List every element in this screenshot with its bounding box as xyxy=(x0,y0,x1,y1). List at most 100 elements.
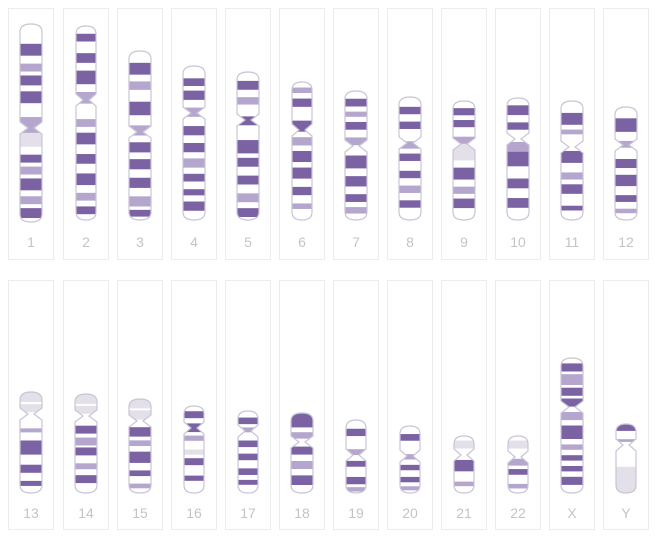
band xyxy=(346,460,366,467)
band xyxy=(400,464,420,471)
band xyxy=(20,392,42,403)
band xyxy=(237,80,259,90)
chromosome-label-2: 2 xyxy=(82,234,90,250)
chromosome-label-14: 14 xyxy=(78,505,94,521)
band xyxy=(291,446,313,455)
chromosome-outline xyxy=(453,435,475,494)
band xyxy=(507,178,529,189)
band xyxy=(129,440,151,446)
band xyxy=(400,434,420,441)
chromosome-label-3: 3 xyxy=(136,234,144,250)
band xyxy=(453,136,475,144)
band xyxy=(453,120,475,128)
band xyxy=(453,186,475,194)
band xyxy=(129,209,151,217)
band xyxy=(20,154,42,163)
chromosome-label-15: 15 xyxy=(132,505,148,521)
chromosome-outline xyxy=(74,393,98,494)
band xyxy=(292,186,312,196)
band xyxy=(399,200,421,208)
band xyxy=(20,63,42,72)
chromosome-label-19: 19 xyxy=(348,505,364,521)
band xyxy=(399,106,421,115)
chromosome-outline xyxy=(19,23,43,223)
chromosome-label-8: 8 xyxy=(406,234,414,250)
chromosome-outline xyxy=(291,81,313,221)
band xyxy=(292,137,312,146)
band xyxy=(399,153,421,161)
band xyxy=(615,195,637,202)
band xyxy=(237,157,259,167)
band xyxy=(129,470,151,477)
band xyxy=(20,178,42,191)
chromosome-panel-5 xyxy=(225,8,271,260)
band xyxy=(184,449,204,455)
band xyxy=(238,453,258,461)
band xyxy=(129,81,151,90)
band xyxy=(76,173,96,186)
band xyxy=(400,476,420,483)
chromosome-outline xyxy=(128,398,152,494)
band xyxy=(507,105,529,116)
band xyxy=(183,126,205,136)
chromosome-outline xyxy=(507,435,529,494)
band xyxy=(20,440,42,455)
chromosome-outline xyxy=(290,412,314,494)
band xyxy=(615,174,637,187)
chromosome-label-18: 18 xyxy=(294,505,310,521)
chromosome-label-5: 5 xyxy=(244,234,252,250)
chromosome-outline xyxy=(452,100,476,221)
chromosome-label-11: 11 xyxy=(564,234,580,250)
band xyxy=(76,33,96,42)
chromosome-panel-17 xyxy=(225,280,271,530)
chromosome-outline xyxy=(560,100,584,221)
chromosome-outline xyxy=(183,405,205,494)
band xyxy=(561,455,583,461)
band xyxy=(561,150,583,163)
band xyxy=(75,394,97,404)
band xyxy=(454,459,474,472)
band xyxy=(453,108,475,116)
band xyxy=(615,140,637,148)
band xyxy=(20,428,42,433)
band xyxy=(20,166,42,175)
band xyxy=(561,112,583,125)
band xyxy=(346,476,366,485)
band xyxy=(238,468,258,475)
chromosome-label-20: 20 xyxy=(402,505,418,521)
chromosome-label-1: 1 xyxy=(27,234,35,250)
band xyxy=(237,116,259,126)
band xyxy=(561,184,583,194)
chromosome-outline xyxy=(236,71,260,221)
chromosome-label-y: Y xyxy=(621,505,631,521)
chromosome-panel-16 xyxy=(171,280,217,530)
band xyxy=(129,142,151,153)
band xyxy=(20,404,42,413)
band xyxy=(20,480,42,486)
band xyxy=(616,439,636,442)
band xyxy=(20,132,42,147)
band xyxy=(75,447,97,456)
band xyxy=(453,167,475,180)
band xyxy=(20,91,42,104)
band xyxy=(561,425,583,439)
band xyxy=(129,159,151,170)
band xyxy=(615,158,637,169)
band xyxy=(129,427,151,437)
band xyxy=(76,91,96,104)
band xyxy=(345,194,367,202)
chromosome-label-7: 7 xyxy=(352,234,360,250)
band xyxy=(508,483,528,489)
band xyxy=(292,98,312,107)
band xyxy=(183,158,205,168)
band xyxy=(561,363,583,372)
band xyxy=(291,432,313,439)
